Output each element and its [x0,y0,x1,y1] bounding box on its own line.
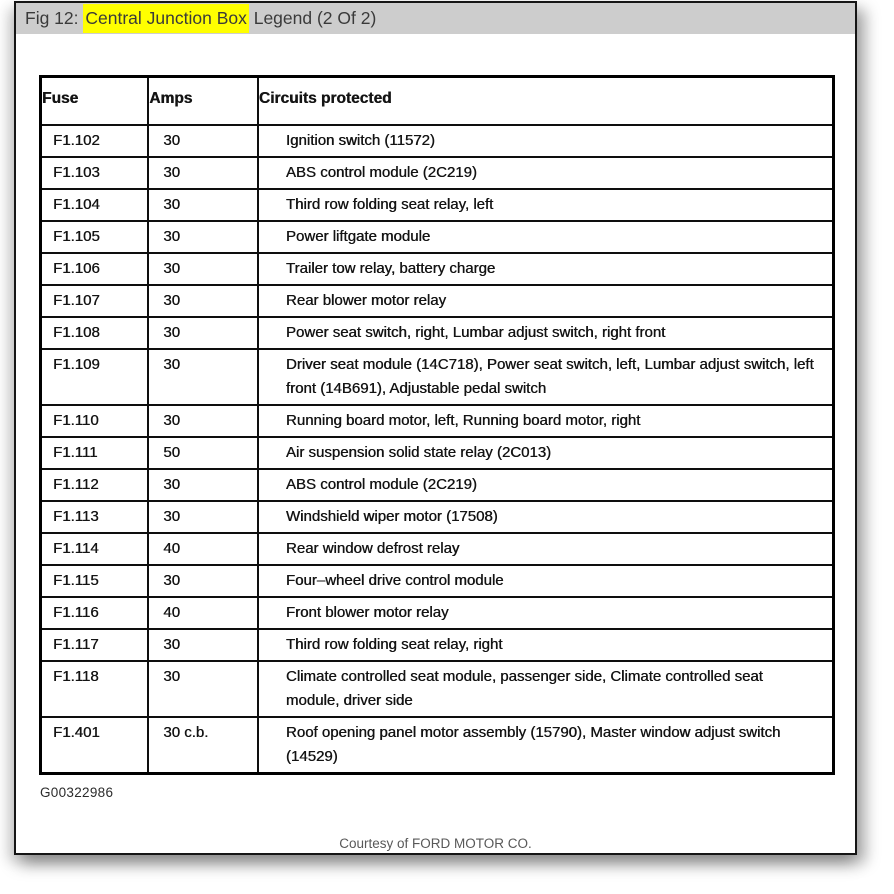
table-row: F1.116 40 Front blower motor relay [39,595,835,630]
amps-cell: 30 [147,315,259,350]
fuse-cell: F1.114 [39,531,150,566]
amps-cell: 30 [147,283,259,318]
amps-cell: 30 [147,563,259,598]
table-row: F1.111 50 Air suspension solid state relay… [39,435,835,470]
table-row: F1.110 30 Running board motor, left, Runni… [39,403,835,438]
fuse-cell: F1.107 [39,283,150,318]
column-header-fuse: Fuse [39,75,150,126]
circuit-cell: Third row folding seat relay, left [256,187,835,222]
table-row: F1.102 30 Ignition switch (11572) [39,123,835,158]
fuse-cell: F1.104 [39,187,150,222]
figure-caption-bar: Fig 12: Central Junction Box Legend (2 O… [16,3,855,34]
amps-cell: 30 [147,187,259,222]
fuse-cell: F1.118 [39,659,150,718]
table-row: F1.401 30 c.b. Roof opening panel motor as… [39,715,835,774]
fuse-cell: F1.113 [39,499,150,534]
amps-cell: 30 [147,467,259,502]
amps-cell: 30 c.b. [147,715,259,774]
table-row: F1.118 30 Climate controlled seat module, … [39,659,835,718]
circuit-cell: Driver seat module (14C718), Power seat … [256,347,835,406]
amps-cell: 30 [147,155,259,190]
fuse-cell: F1.105 [39,219,150,254]
circuit-cell: Windshield wiper motor (17508) [256,499,835,534]
circuit-cell: Air suspension solid state relay (2C013) [256,435,835,470]
table-row: F1.109 30 Driver seat module (14C718), Pow… [39,347,835,406]
fuse-cell: F1.112 [39,467,150,502]
table-row: F1.106 30 Trailer tow relay, battery charg… [39,251,835,286]
circuit-cell: Four–wheel drive control module [256,563,835,598]
circuit-cell: Rear blower motor relay [256,283,835,318]
figure-caption-prefix: Fig 12: [25,8,84,28]
figure-caption-highlight: Central Junction Box [83,4,249,33]
circuit-cell: Roof opening panel motor assembly (15790… [256,715,835,774]
amps-cell: 40 [147,595,259,630]
figure-caption-suffix: Legend (2 Of 2) [248,8,377,28]
fuse-cell: F1.115 [39,563,150,598]
table-row: F1.114 40 Rear window defrost relay [39,531,835,566]
circuit-cell: Ignition switch (11572) [256,123,835,158]
fuse-cell: F1.117 [39,627,150,662]
circuit-cell: ABS control module (2C219) [256,155,835,190]
table-row: F1.107 30 Rear blower motor relay [39,283,835,318]
amps-cell: 30 [147,499,259,534]
table-row: F1.117 30 Third row folding seat relay, ri… [39,627,835,662]
amps-cell: 30 [147,347,259,406]
fuse-cell: F1.110 [39,403,150,438]
document-window: Fig 12: Central Junction Box Legend (2 O… [14,1,857,855]
fuse-cell: F1.103 [39,155,150,190]
circuit-cell: Front blower motor relay [256,595,835,630]
courtesy-note: Courtesy of FORD MOTOR CO. [339,835,532,851]
table-row: F1.108 30 Power seat switch, right, Lumbar… [39,315,835,350]
amps-cell: 30 [147,659,259,718]
fuse-cell: F1.111 [39,435,150,470]
table-header-row: Fuse Amps Circuits protected [39,75,835,126]
circuit-cell: Third row folding seat relay, right [256,627,835,662]
fuse-cell: F1.108 [39,315,150,350]
fuse-cell: F1.116 [39,595,150,630]
fuse-table: Fuse Amps Circuits protected F1.102 30 Ign… [39,75,835,775]
fuse-cell: F1.401 [39,715,150,774]
figure-id: G00322986 [40,784,114,800]
amps-cell: 30 [147,627,259,662]
circuit-cell: Running board motor, left, Running board… [256,403,835,438]
amps-cell: 30 [147,219,259,254]
circuit-cell: Power seat switch, right, Lumbar adjust … [256,315,835,350]
table-row: F1.103 30 ABS control module (2C219) [39,155,835,190]
amps-cell: 50 [147,435,259,470]
amps-cell: 30 [147,123,259,158]
table-row: F1.104 30 Third row folding seat relay, le… [39,187,835,222]
circuit-cell: Climate controlled seat module, passenge… [256,659,835,718]
document-content: Fuse Amps Circuits protected F1.102 30 Ign… [16,75,855,894]
amps-cell: 30 [147,403,259,438]
table-row: F1.112 30 ABS control module (2C219) [39,467,835,502]
column-header-circuits: Circuits protected [256,75,835,126]
amps-cell: 30 [147,251,259,286]
table-row: F1.105 30 Power liftgate module [39,219,835,254]
fuse-cell: F1.106 [39,251,150,286]
fuse-cell: F1.102 [39,123,150,158]
circuit-cell: ABS control module (2C219) [256,467,835,502]
table-row: F1.113 30 Windshield wiper motor (17508) [39,499,835,534]
circuit-cell: Rear window defrost relay [256,531,835,566]
circuit-cell: Power liftgate module [256,219,835,254]
table-row: F1.115 30 Four–wheel drive control module [39,563,835,598]
column-header-amps: Amps [147,75,259,126]
circuit-cell: Trailer tow relay, battery charge [256,251,835,286]
amps-cell: 40 [147,531,259,566]
fuse-cell: F1.109 [39,347,150,406]
